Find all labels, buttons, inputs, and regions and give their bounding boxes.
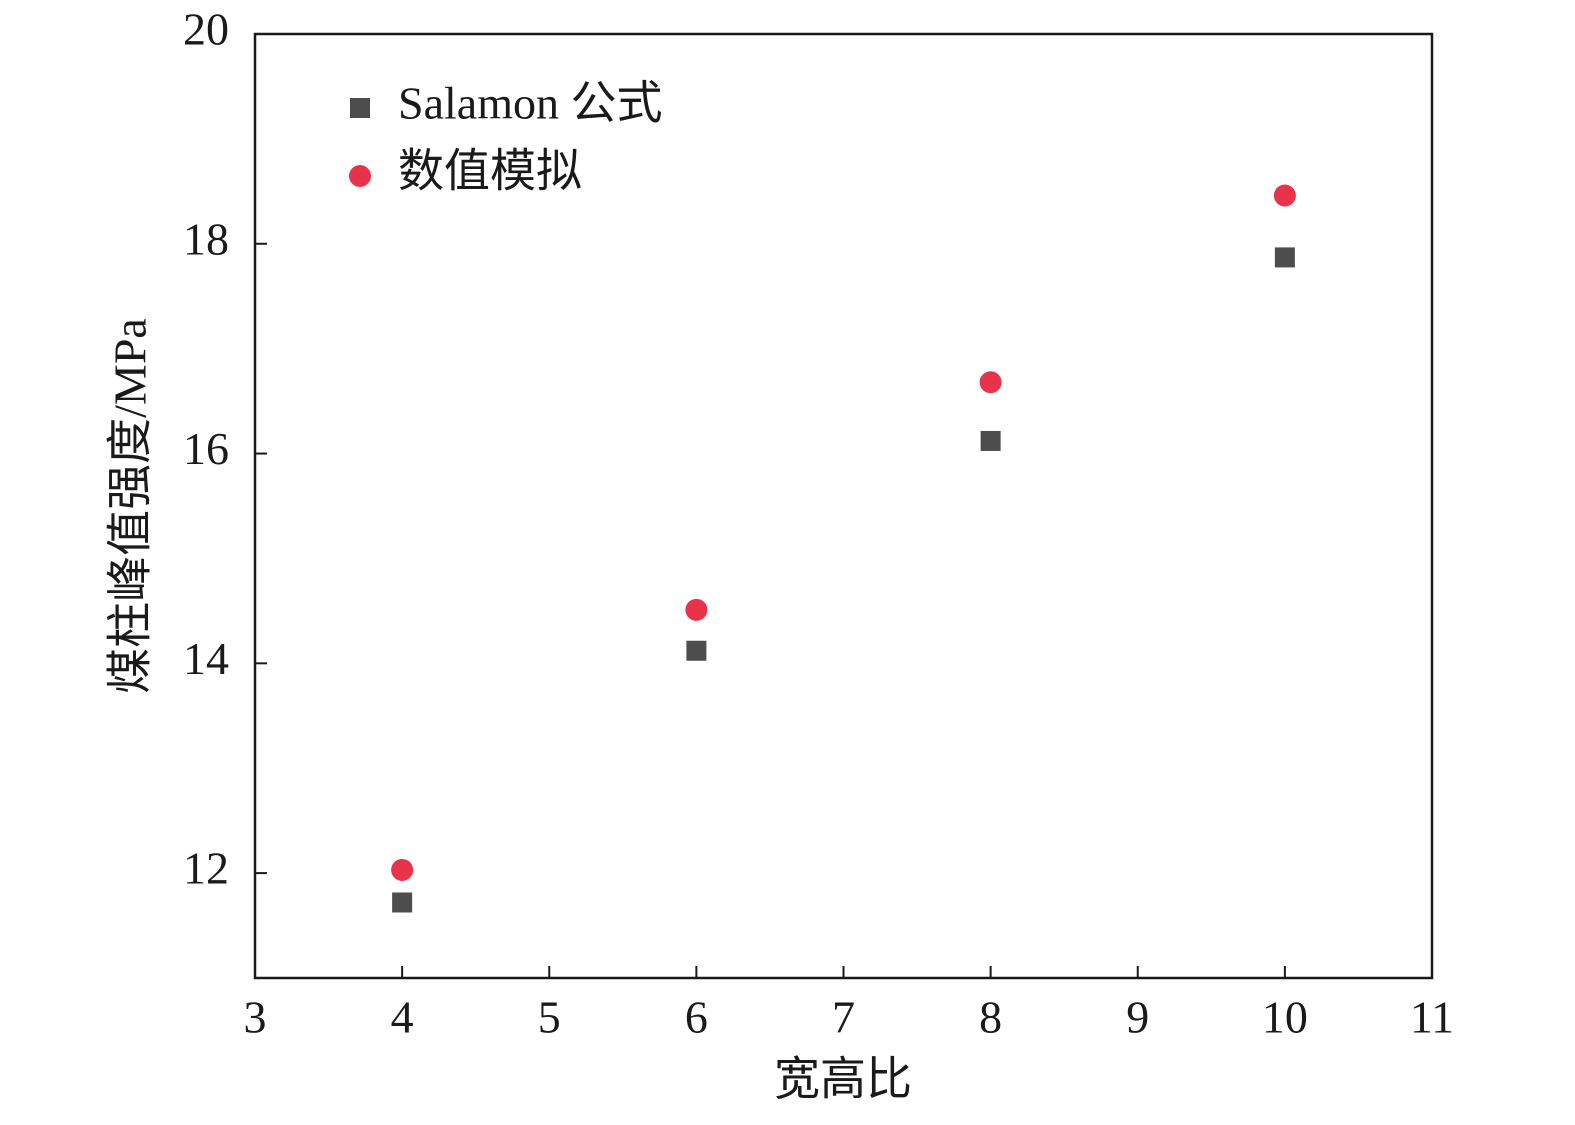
y-axis-title: 煤柱峰值强度/MPa [105,318,156,694]
y-tick-label: 20 [183,4,229,55]
legend-marker [350,98,370,118]
y-tick-label: 12 [183,843,229,894]
x-tick-label: 9 [1126,992,1149,1043]
data-point [391,858,414,881]
legend-label: Salamon 公式 [398,78,662,129]
x-tick-label: 3 [244,992,267,1043]
data-point [980,430,1001,451]
y-tick-label: 18 [183,213,229,264]
x-tick-label: 4 [391,992,414,1043]
data-point [686,640,707,661]
y-tick-label: 16 [183,423,229,474]
data-point [1274,247,1295,268]
data-point [1273,184,1296,207]
x-tick-label: 11 [1410,992,1454,1043]
y-tick-label: 14 [183,633,229,684]
data-point [392,892,413,913]
x-tick-label: 5 [538,992,561,1043]
x-tick-label: 7 [832,992,855,1043]
x-axis-title: 宽高比 [774,1054,912,1105]
data-point [979,371,1002,394]
x-tick-label: 10 [1262,992,1308,1043]
data-point [685,598,708,621]
x-tick-label: 8 [979,992,1002,1043]
legend-label: 数值模拟 [398,146,582,197]
legend-marker [349,165,371,187]
x-tick-label: 6 [685,992,708,1043]
